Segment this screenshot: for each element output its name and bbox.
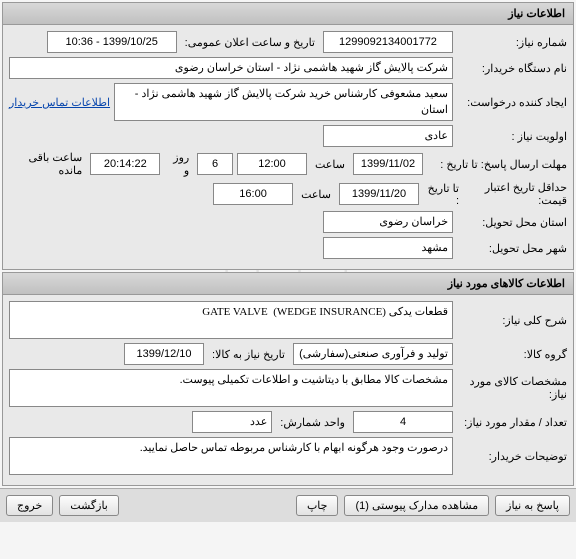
desc-field[interactable] [9, 301, 453, 339]
need-date-label: تاریخ نیاز به کالا: [208, 348, 289, 361]
priority-label: اولویت نیاز : [457, 130, 567, 143]
goods-info-body: شرح کلی نیاز: گروه کالا: تولید و فرآوری … [3, 295, 573, 485]
deadline-time-field: 12:00 [237, 153, 307, 175]
spec-field[interactable] [9, 369, 453, 407]
need-info-header: اطلاعات نیاز [3, 3, 573, 25]
creator-field: سعید مشعوفی کارشناس خرید شرکت پالایش گاز… [114, 83, 453, 121]
days-field: 6 [197, 153, 233, 175]
province-label: استان محل تحویل: [457, 216, 567, 229]
deadline-label: مهلت ارسال پاسخ: تا تاریخ : [427, 158, 567, 171]
qty-field: 4 [353, 411, 453, 433]
remain-label: ساعت باقی مانده [9, 151, 86, 177]
priority-field: عادی [323, 125, 453, 147]
goods-info-header: اطلاعات کالاهای مورد نیاز [3, 273, 573, 295]
credit-time-field: 16:00 [213, 183, 293, 205]
credit-date-field: 1399/11/20 [339, 183, 419, 205]
need-no-field: 1299092134001772 [323, 31, 453, 53]
respond-button[interactable]: پاسخ به نیاز [495, 495, 570, 516]
remain-time-field: 20:14:22 [90, 153, 160, 175]
desc-label: شرح کلی نیاز: [457, 314, 567, 327]
need-info-body: شماره نیاز: 1299092134001772 تاریخ و ساع… [3, 25, 573, 269]
city-field: مشهد [323, 237, 453, 259]
pub-date-field: 1399/10/25 - 10:36 [47, 31, 177, 53]
city-label: شهر محل تحویل: [457, 242, 567, 255]
button-bar: پاسخ به نیاز مشاهده مدارک پیوستی (1) چاپ… [0, 488, 576, 522]
goods-info-panel: اطلاعات کالاهای مورد نیاز شرح کلی نیاز: … [2, 272, 574, 486]
deadline-date-field: 1399/11/02 [353, 153, 423, 175]
buyer-label: نام دستگاه خریدار: [457, 62, 567, 75]
notes-field[interactable] [9, 437, 453, 475]
attachments-button[interactable]: مشاهده مدارک پیوستی (1) [344, 495, 489, 516]
unit-field: عدد [192, 411, 272, 433]
days-label: روز و [164, 151, 193, 177]
group-field: تولید و فرآوری صنعتی(سفارشی) [293, 343, 453, 365]
province-field: خراسان رضوی [323, 211, 453, 233]
notes-label: توضیحات خریدار: [457, 450, 567, 463]
contact-link[interactable]: اطلاعات تماس خریدار [9, 96, 110, 109]
back-button[interactable]: بازگشت [59, 495, 119, 516]
need-info-panel: اطلاعات نیاز شماره نیاز: 129909213400177… [2, 2, 574, 270]
spec-label: مشخصات کالای مورد نیاز: [457, 375, 567, 401]
buyer-field: شرکت پالایش گاز شهید هاشمی نژاد - استان … [9, 57, 453, 79]
qty-label: تعداد / مقدار مورد نیاز: [457, 416, 567, 429]
pub-date-label: تاریخ و ساعت اعلان عمومی: [181, 36, 319, 49]
need-no-label: شماره نیاز: [457, 36, 567, 49]
unit-label: واحد شمارش: [276, 416, 349, 429]
exit-button[interactable]: خروج [6, 495, 53, 516]
time-label-2: ساعت [297, 188, 335, 201]
creator-label: ایجاد کننده درخواست: [457, 96, 567, 109]
credit-to-label: تا تاریخ : [423, 182, 463, 207]
need-date-field: 1399/12/10 [124, 343, 204, 365]
group-label: گروه کالا: [457, 348, 567, 361]
time-label-1: ساعت [311, 158, 349, 171]
print-button[interactable]: چاپ [296, 495, 339, 516]
credit-label-1: حداقل تاریخ اعتبار قیمت: [467, 181, 567, 207]
